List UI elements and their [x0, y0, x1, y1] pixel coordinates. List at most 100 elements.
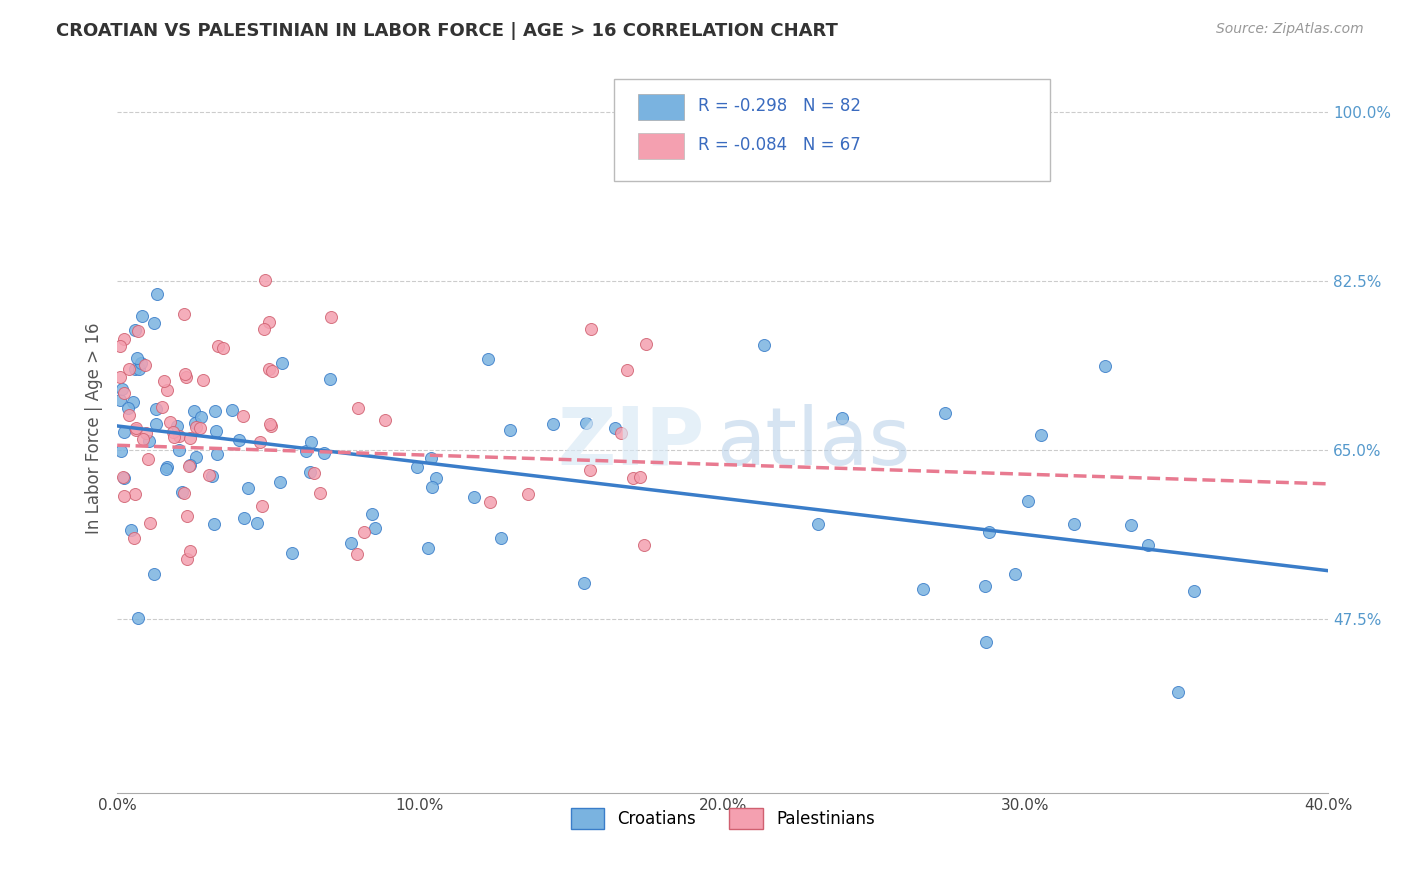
Point — [269, 475, 291, 489]
Point — [232, 409, 254, 424]
Point — [156, 383, 179, 397]
Point — [574, 416, 596, 430]
Point — [184, 450, 207, 464]
Point — [110, 369, 132, 384]
Point — [150, 401, 173, 415]
Point — [173, 307, 195, 321]
Point — [1167, 684, 1189, 698]
Text: Source: ZipAtlas.com: Source: ZipAtlas.com — [1216, 22, 1364, 37]
Point — [610, 426, 633, 441]
Point — [136, 452, 159, 467]
Point — [145, 402, 167, 417]
Point — [259, 417, 281, 431]
Point — [190, 410, 212, 425]
Point — [142, 567, 165, 582]
Point — [205, 424, 228, 438]
Point — [132, 432, 155, 446]
Point — [252, 499, 274, 513]
Point — [621, 471, 644, 485]
Point — [207, 339, 229, 353]
Point — [295, 444, 318, 458]
Point — [138, 434, 160, 449]
Point — [976, 635, 998, 649]
Point — [176, 509, 198, 524]
FancyBboxPatch shape — [638, 133, 683, 159]
Point — [346, 401, 368, 415]
Legend: Croatians, Palestinians: Croatians, Palestinians — [564, 802, 882, 835]
Point — [254, 273, 277, 287]
Point — [319, 372, 342, 386]
Point — [374, 413, 396, 427]
Point — [120, 523, 142, 537]
Point — [197, 468, 219, 483]
FancyBboxPatch shape — [613, 78, 1050, 181]
Point — [579, 463, 602, 477]
Point — [934, 406, 956, 420]
Point — [184, 419, 207, 434]
Point — [207, 447, 229, 461]
Point — [232, 511, 254, 525]
Point — [309, 485, 332, 500]
Point — [110, 393, 132, 408]
Point — [177, 459, 200, 474]
Point — [271, 356, 294, 370]
Point — [110, 444, 132, 458]
Point — [616, 362, 638, 376]
Point — [125, 420, 148, 434]
Point — [131, 309, 153, 323]
Point — [543, 417, 565, 431]
Point — [112, 470, 135, 484]
Point — [179, 544, 201, 558]
Point — [202, 517, 225, 532]
Point — [118, 362, 141, 376]
Point — [174, 368, 197, 382]
Point — [1004, 567, 1026, 582]
Point — [173, 485, 195, 500]
Point — [579, 322, 602, 336]
Point — [112, 386, 135, 401]
Point — [135, 426, 157, 441]
Point — [628, 470, 651, 484]
Point — [479, 495, 502, 509]
Point — [111, 383, 134, 397]
Point — [360, 508, 382, 522]
Point — [112, 489, 135, 503]
Point — [183, 404, 205, 418]
Point — [634, 337, 657, 351]
Point — [974, 579, 997, 593]
Point — [122, 531, 145, 545]
Point — [179, 458, 201, 472]
Point — [1063, 516, 1085, 531]
Point — [257, 362, 280, 376]
Point — [124, 423, 146, 437]
Point — [184, 416, 207, 430]
Point — [489, 531, 512, 545]
Point — [155, 462, 177, 476]
Point — [912, 582, 935, 596]
Point — [145, 417, 167, 432]
Point — [174, 370, 197, 384]
Point — [572, 576, 595, 591]
Point — [260, 418, 283, 433]
Point — [516, 487, 538, 501]
Point — [124, 362, 146, 376]
Point — [353, 524, 375, 539]
Point — [1182, 584, 1205, 599]
Point — [499, 424, 522, 438]
Point — [211, 341, 233, 355]
Point — [419, 451, 441, 466]
Point — [364, 521, 387, 535]
Point — [418, 541, 440, 555]
Point — [299, 434, 322, 449]
Point — [152, 375, 174, 389]
Point — [122, 395, 145, 409]
Point — [167, 443, 190, 458]
Point — [201, 468, 224, 483]
Point — [163, 430, 186, 444]
Point — [127, 324, 149, 338]
Text: atlas: atlas — [717, 404, 911, 482]
Point — [125, 351, 148, 366]
Point — [425, 470, 447, 484]
Point — [128, 362, 150, 376]
Point — [169, 429, 191, 443]
